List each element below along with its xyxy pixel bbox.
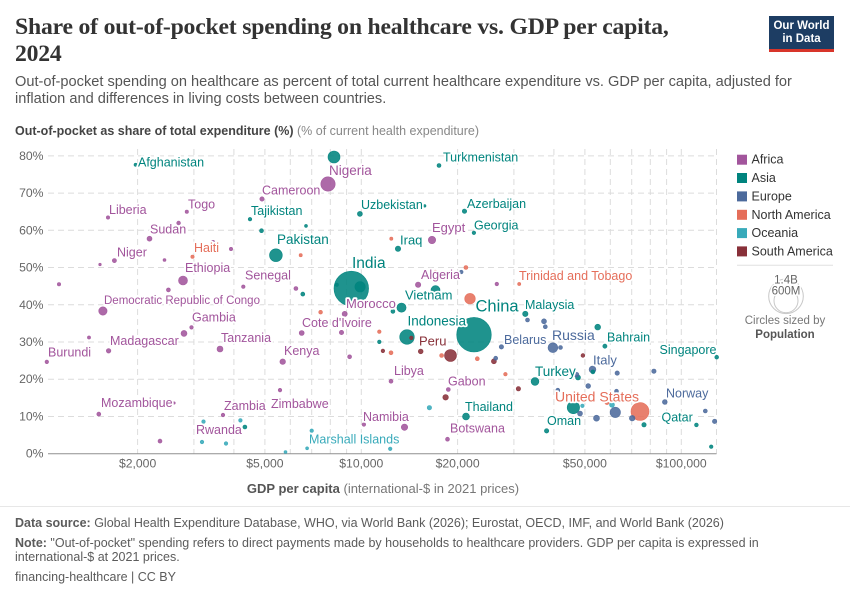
svg-text:Turkmenistan: Turkmenistan [443,151,518,165]
svg-text:20%: 20% [19,372,44,386]
svg-text:30%: 30% [19,335,44,349]
svg-text:Oman: Oman [547,414,581,428]
svg-text:Rwanda: Rwanda [196,423,242,437]
svg-text:Burundi: Burundi [48,346,91,360]
svg-text:Singapore: Singapore [660,343,717,357]
svg-text:$100,000: $100,000 [656,457,707,471]
svg-text:Population: Population [755,329,814,341]
svg-text:Liberia: Liberia [109,203,147,217]
svg-text:Bahrain: Bahrain [607,331,650,345]
svg-text:Turkey: Turkey [535,364,576,379]
svg-text:Democratic Republic of Congo: Democratic Republic of Congo [104,295,260,307]
svg-text:$5,000: $5,000 [246,457,283,471]
svg-text:80%: 80% [19,149,44,163]
svg-text:Italy: Italy [593,353,617,368]
svg-text:United States: United States [555,389,639,405]
svg-text:Botswana: Botswana [450,422,505,436]
svg-text:Indonesia: Indonesia [408,314,467,329]
svg-text:$50,000: $50,000 [563,457,607,471]
svg-text:South America: South America [752,244,833,258]
svg-text:Cameroon: Cameroon [262,184,320,198]
svg-text:Belarus: Belarus [504,333,546,347]
svg-text:Namibia: Namibia [363,410,409,424]
svg-text:Azerbaijan: Azerbaijan [467,197,526,211]
svg-text:10%: 10% [19,410,44,424]
svg-text:Senegal: Senegal [245,269,291,283]
svg-text:Gambia: Gambia [192,311,236,325]
svg-text:Zambia: Zambia [224,399,266,413]
svg-text:0%: 0% [26,447,44,461]
svg-text:Sudan: Sudan [150,223,186,237]
svg-text:Tajikistan: Tajikistan [251,204,302,218]
svg-text:Ethiopia: Ethiopia [185,261,230,275]
svg-text:$20,000: $20,000 [436,457,480,471]
svg-text:Morocco: Morocco [346,296,396,311]
svg-text:Egypt: Egypt [432,220,466,235]
svg-text:Kenya: Kenya [284,344,319,358]
svg-text:Trinidad and Tobago: Trinidad and Tobago [519,269,632,283]
svg-text:China: China [476,298,520,316]
svg-text:Africa: Africa [752,153,784,167]
svg-text:Afghanistan: Afghanistan [138,156,204,170]
svg-text:Mozambique: Mozambique [101,396,173,410]
svg-text:1.4B: 1.4B [774,275,798,287]
svg-text:Cote d'Ivoire: Cote d'Ivoire [302,316,372,330]
svg-text:Libya: Libya [394,364,424,378]
svg-text:Malaysia: Malaysia [525,298,574,312]
svg-text:Madagascar: Madagascar [110,334,179,348]
svg-text:Gabon: Gabon [448,375,486,389]
svg-text:Peru: Peru [419,334,446,349]
svg-text:Norway: Norway [666,387,709,401]
svg-text:40%: 40% [19,298,44,312]
svg-text:Georgia: Georgia [474,219,519,233]
svg-text:Europe: Europe [752,189,792,203]
svg-text:Vietnam: Vietnam [405,288,452,303]
svg-text:India: India [352,255,386,272]
svg-text:Niger: Niger [117,246,147,260]
svg-text:Qatar: Qatar [662,411,693,425]
svg-text:60%: 60% [19,223,44,237]
svg-text:Haiti: Haiti [194,241,219,255]
svg-text:Marshall Islands: Marshall Islands [309,433,399,447]
svg-text:Pakistan: Pakistan [277,232,329,247]
svg-text:Zimbabwe: Zimbabwe [271,397,329,411]
svg-text:Circles sized by: Circles sized by [745,315,826,327]
svg-text:70%: 70% [19,186,44,200]
svg-text:Thailand: Thailand [465,400,513,414]
svg-text:Nigeria: Nigeria [329,163,372,178]
svg-text:North America: North America [752,208,831,222]
svg-text:$2,000: $2,000 [119,457,156,471]
svg-text:Uzbekistan: Uzbekistan [361,198,423,212]
svg-text:Russia: Russia [552,327,595,343]
svg-text:Togo: Togo [188,198,215,212]
svg-text:Tanzania: Tanzania [221,331,271,345]
svg-text:Algeria: Algeria [421,268,460,282]
svg-text:Iraq: Iraq [400,233,422,248]
svg-text:600M: 600M [772,286,801,298]
svg-text:50%: 50% [19,261,44,275]
svg-text:Oceania: Oceania [752,226,799,240]
svg-text:$10,000: $10,000 [339,457,383,471]
svg-text:Asia: Asia [752,171,776,185]
